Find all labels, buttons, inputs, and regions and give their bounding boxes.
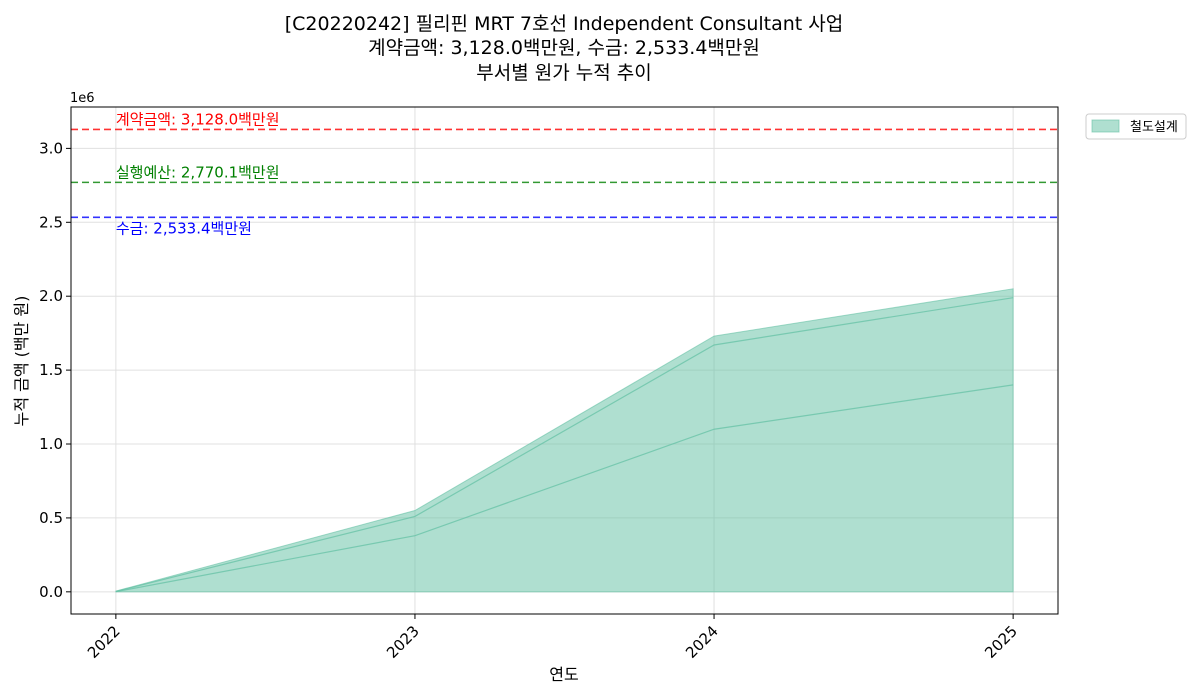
- x-axis-label: 연도: [549, 665, 578, 684]
- area-inner-line-0-0: [115, 297, 1014, 592]
- area-layer: [115, 288, 1014, 593]
- y-tick-label-1: 0.5: [39, 509, 63, 527]
- y-tick-label-4: 2.0: [39, 287, 63, 305]
- x-tick-label-3: 2025: [981, 622, 1021, 662]
- y-axis-label: 누적 금액 (백만 원): [12, 296, 31, 427]
- legend: 철도설계: [1085, 113, 1187, 140]
- plot-frame: [70, 106, 1059, 615]
- y-tick-label-2: 1.0: [39, 435, 63, 453]
- x-tick-label-1: 2023: [383, 622, 423, 662]
- legend-swatch-0: [1091, 119, 1120, 133]
- y-axis-ticks: 0.0 0.5 1.0 1.5 2.0 2.5 3.0: [39, 139, 71, 601]
- x-tick-label-2: 2024: [682, 622, 722, 662]
- chart-title: [C20220242] 필리핀 MRT 7호선 Independent Cons…: [285, 13, 843, 84]
- y-tick-label-5: 2.5: [39, 213, 63, 231]
- x-axis-ticks: 2022 2023 2024 2025: [84, 614, 1021, 662]
- x-tick-label-0: 2022: [84, 622, 124, 662]
- legend-label-0: 철도설계: [1130, 120, 1178, 135]
- chart-title-line-3: 부서별 원가 누적 추이: [476, 62, 651, 84]
- reference-label-2: 수금: 2,533.4백만원: [116, 219, 252, 237]
- chart-title-line-1: [C20220242] 필리핀 MRT 7호선 Independent Cons…: [285, 13, 843, 35]
- chart-title-line-2: 계약금액: 3,128.0백만원, 수금: 2,533.4백만원: [368, 37, 760, 59]
- y-scale-label: 1e6: [70, 91, 95, 106]
- area-inner-line-0-1: [115, 384, 1014, 593]
- y-tick-label-6: 3.0: [39, 139, 63, 157]
- reference-label-0: 계약금액: 3,128.0백만원: [116, 110, 280, 128]
- y-tick-label-0: 0.0: [39, 583, 63, 601]
- y-tick-label-3: 1.5: [39, 361, 63, 379]
- reference-label-1: 실행예산: 2,770.1백만원: [116, 163, 280, 181]
- area-series-0: [115, 288, 1014, 593]
